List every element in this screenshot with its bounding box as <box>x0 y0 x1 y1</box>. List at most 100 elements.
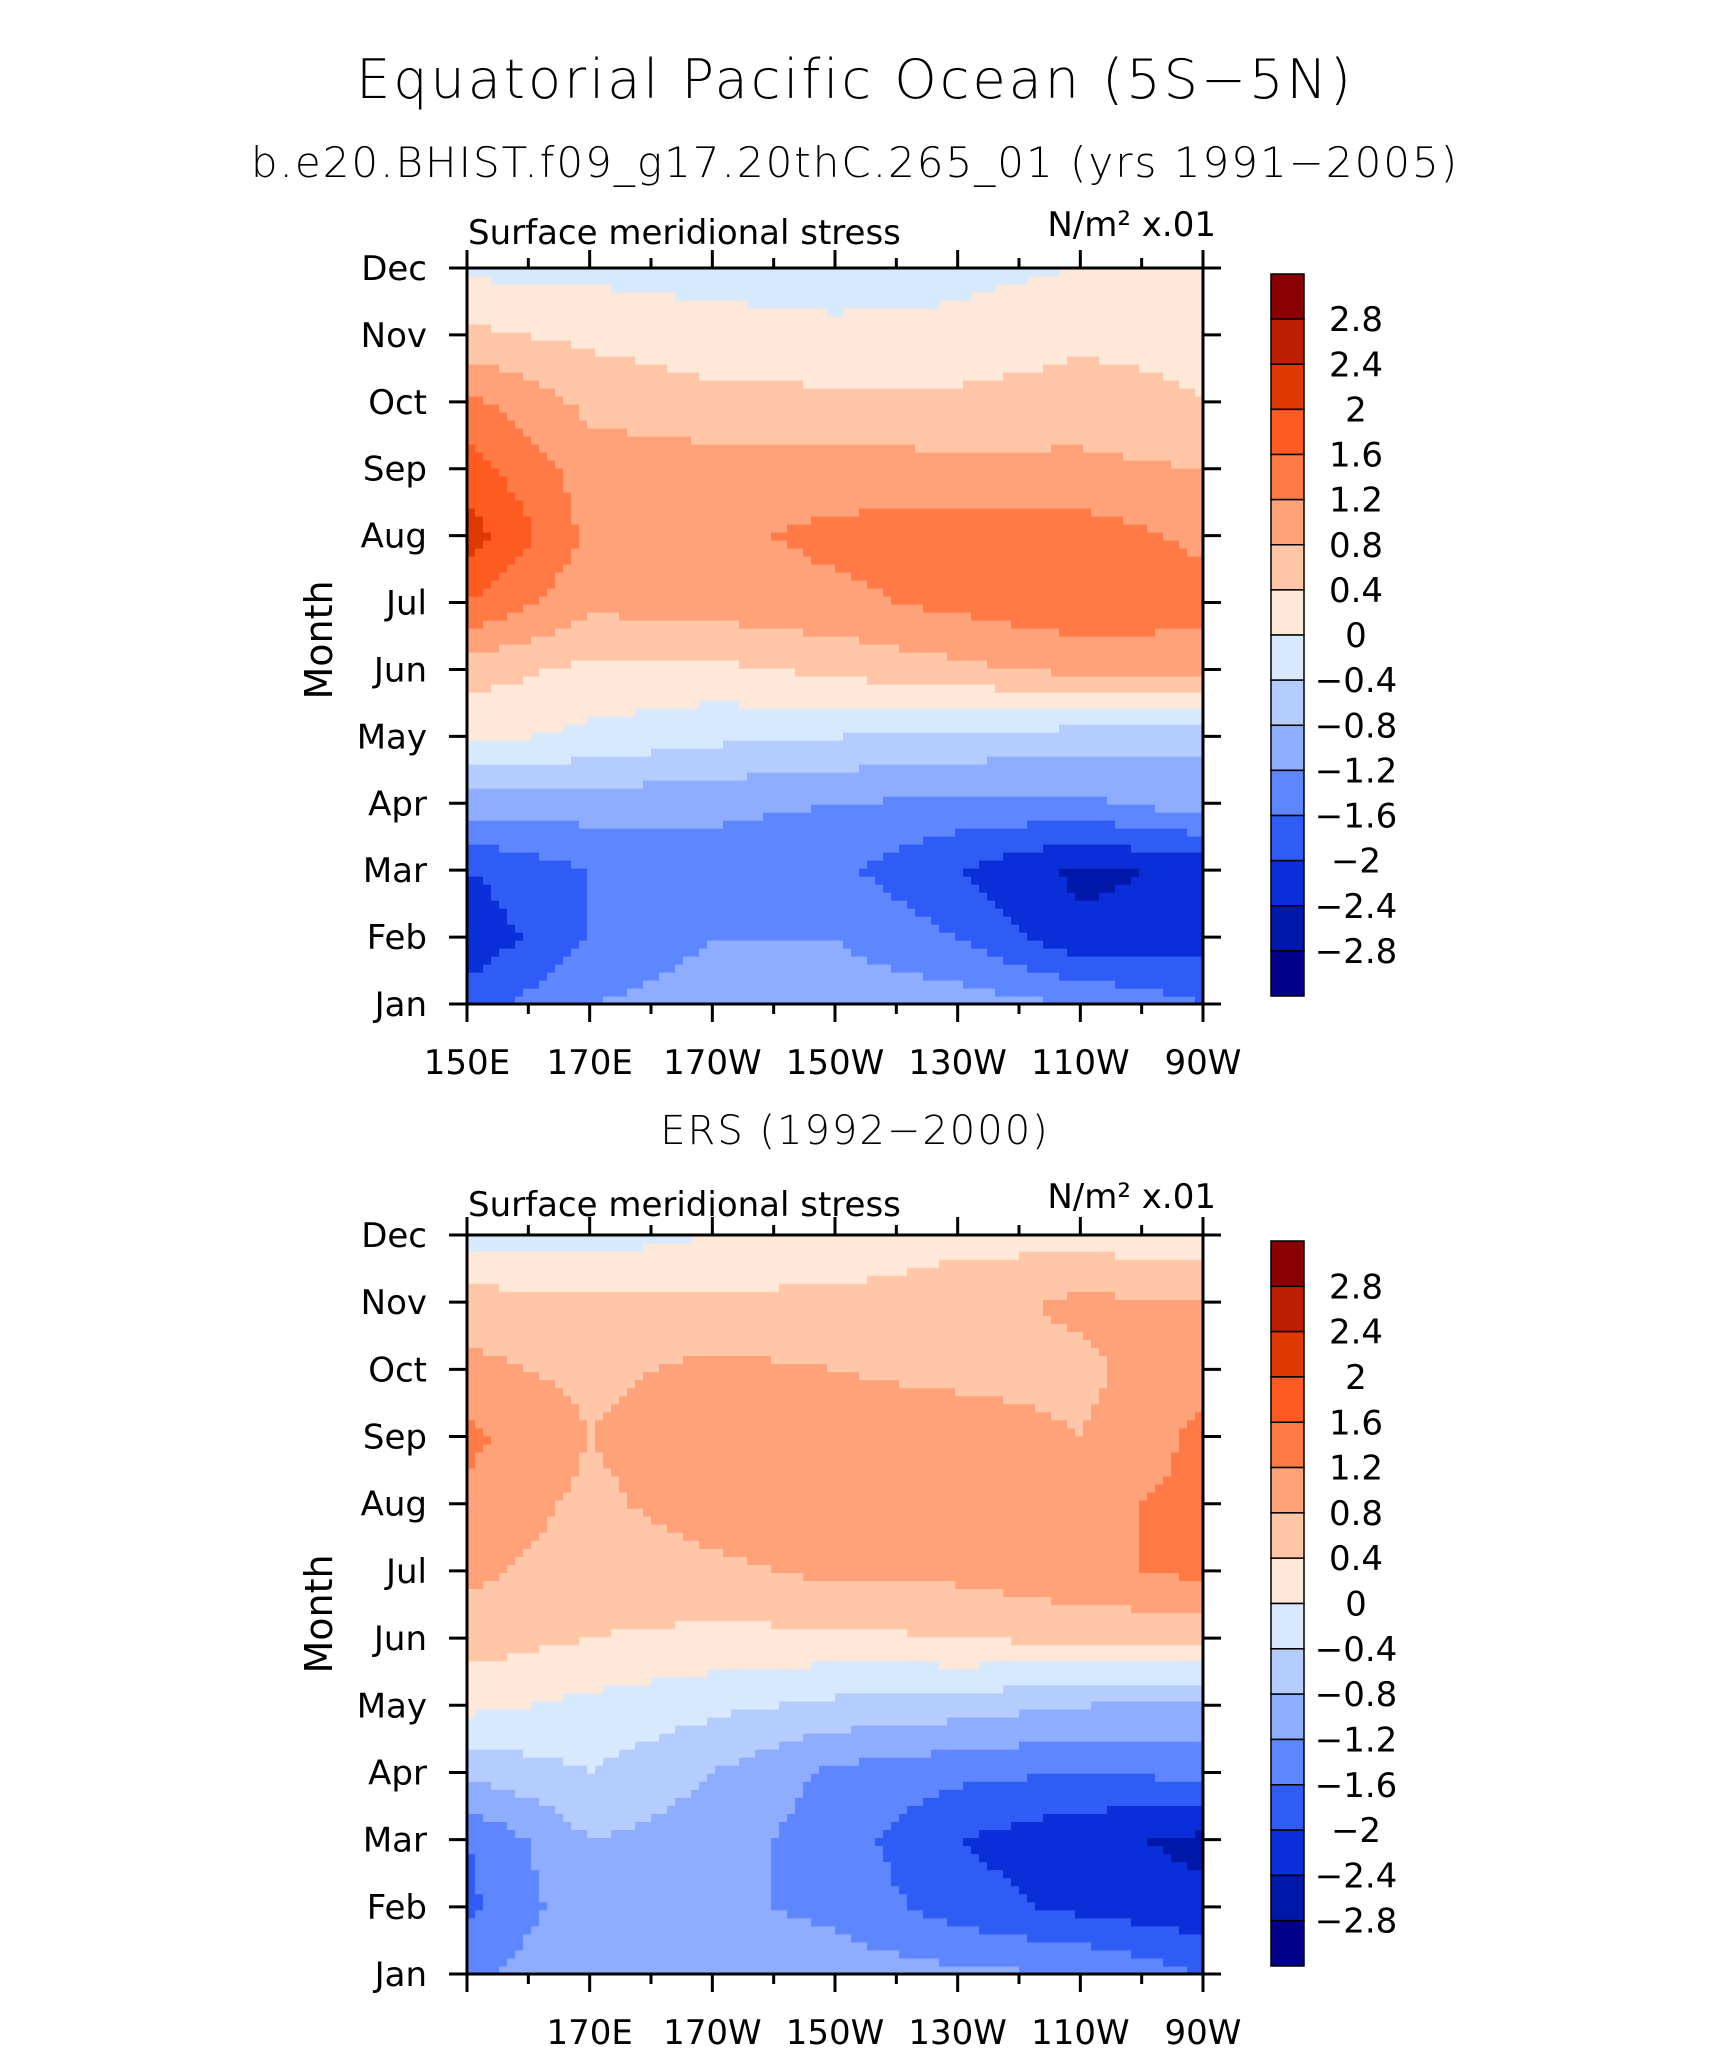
contour-cell <box>1163 996 1172 1005</box>
contour-cell <box>947 916 956 925</box>
contour-cell <box>515 980 524 989</box>
contour-cell <box>539 932 548 941</box>
contour-cell <box>571 940 580 949</box>
contour-cell <box>1195 924 1204 933</box>
contour-cell <box>963 684 972 693</box>
contour-cell <box>1155 652 1164 661</box>
contour-cell <box>611 764 620 773</box>
contour-cell <box>995 828 1004 837</box>
contour-cell <box>739 908 748 917</box>
contour-cell <box>987 868 996 877</box>
contour-cell <box>1067 700 1076 709</box>
contour-cell <box>787 948 796 957</box>
contour-cell <box>883 572 892 581</box>
contour-cell <box>547 756 556 765</box>
contour-cell <box>1035 692 1044 701</box>
contour-cell <box>635 764 644 773</box>
contour-cell <box>483 716 492 725</box>
contour-cell <box>803 620 812 629</box>
contour-cell <box>723 652 732 661</box>
contour-cell <box>859 884 868 893</box>
contour-cell <box>723 924 732 933</box>
contour-cell <box>1051 684 1060 693</box>
contour-cell <box>803 780 812 789</box>
contour-cell <box>1027 628 1036 637</box>
contour-cell <box>603 836 612 845</box>
contour-cell <box>771 724 780 733</box>
contour-cell <box>699 916 708 925</box>
contour-cell <box>675 668 684 677</box>
contour-cell <box>627 988 636 997</box>
contour-cell <box>1115 964 1124 973</box>
contour-cell <box>891 964 900 973</box>
contour-cell <box>1067 612 1076 621</box>
contour-cell <box>939 748 948 757</box>
contour-cell <box>667 604 676 613</box>
contour-cell <box>571 580 580 589</box>
contour-cell <box>1179 740 1188 749</box>
contour-cell <box>643 572 652 581</box>
contour-cell <box>683 956 692 965</box>
contour-cell <box>651 860 660 869</box>
contour-cell <box>515 996 524 1005</box>
contour-cell <box>907 820 916 829</box>
contour-cell <box>931 748 940 757</box>
contour-cell <box>995 812 1004 821</box>
contour-cell <box>499 748 508 757</box>
contour-cell <box>1067 924 1076 933</box>
contour-cell <box>1123 692 1132 701</box>
contour-cell <box>1187 668 1196 677</box>
contour-cell <box>947 972 956 981</box>
contour-cell <box>995 644 1004 653</box>
contour-cell <box>1139 860 1148 869</box>
contour-cell <box>475 716 484 725</box>
contour-cell <box>1091 804 1100 813</box>
contour-cell <box>819 772 828 781</box>
contour-cell <box>963 892 972 901</box>
contour-cell <box>715 652 724 661</box>
contour-cell <box>1171 884 1180 893</box>
contour-cell <box>955 588 964 597</box>
contour-cell <box>843 812 852 821</box>
contour-cell <box>515 868 524 877</box>
contour-cell <box>523 940 532 949</box>
contour-cell <box>643 660 652 669</box>
contour-cell <box>971 996 980 1005</box>
contour-cell <box>1043 652 1052 661</box>
contour-cell <box>1067 836 1076 845</box>
contour-cell <box>1123 852 1132 861</box>
contour-cell <box>1059 700 1068 709</box>
contour-cell <box>787 772 796 781</box>
contour-cell <box>955 948 964 957</box>
contour-cell <box>1083 900 1092 909</box>
contour-cell <box>539 908 548 917</box>
contour-cell <box>715 764 724 773</box>
contour-cell <box>851 940 860 949</box>
contour-cell <box>723 628 732 637</box>
contour-cell <box>531 596 540 605</box>
contour-cell <box>971 972 980 981</box>
contour-cell <box>779 716 788 725</box>
contour-cell <box>1115 708 1124 717</box>
contour-cell <box>1195 860 1204 869</box>
contour-cell <box>1171 596 1180 605</box>
contour-cell <box>1163 596 1172 605</box>
contour-cell <box>963 652 972 661</box>
contour-cell <box>491 748 500 757</box>
contour-cell <box>595 820 604 829</box>
contour-cell <box>971 708 980 717</box>
contour-cell <box>867 804 876 813</box>
contour-cell <box>1067 788 1076 797</box>
contour-cell <box>907 988 916 997</box>
contour-cell <box>779 756 788 765</box>
contour-cell <box>995 700 1004 709</box>
contour-cell <box>987 964 996 973</box>
contour-cell <box>867 852 876 861</box>
contour-cell <box>667 660 676 669</box>
contour-cell <box>483 804 492 813</box>
contour-cell <box>1179 628 1188 637</box>
contour-cell <box>763 948 772 957</box>
contour-cell <box>1171 964 1180 973</box>
contour-cell <box>611 620 620 629</box>
contour-cell <box>1083 852 1092 861</box>
